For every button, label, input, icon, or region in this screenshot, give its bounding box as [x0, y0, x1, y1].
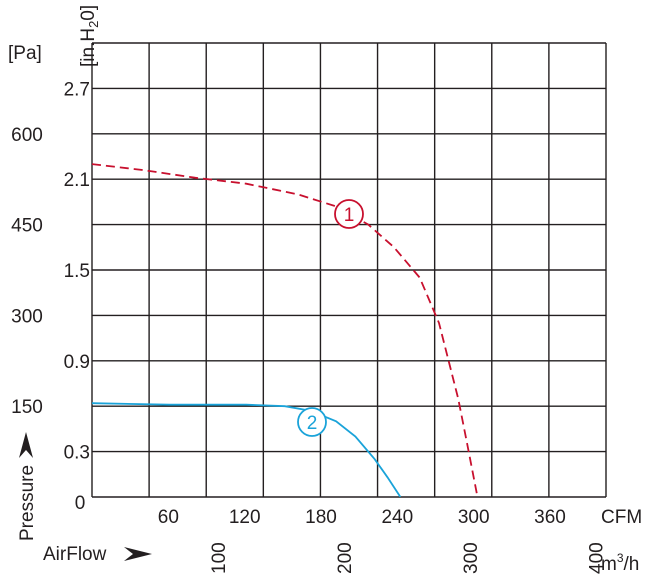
x-cfm-tick-label: 60 [158, 507, 179, 528]
curve-1-line [92, 163, 479, 497]
x-m3h-tick-label: 100 [209, 542, 230, 574]
curve-1-marker-circle [334, 199, 364, 229]
x-axis-arrow-icon [124, 547, 152, 561]
y-inh2o-tick-label: 2.1 [64, 170, 90, 191]
x-cfm-tick-label: 120 [229, 507, 261, 528]
x-cfm-ticks: 60 120 180 240 300 360 [158, 507, 566, 528]
y-pa-tick-label: 450 [11, 216, 43, 237]
x-m3h-tick-label: 400 [587, 542, 608, 574]
m3h-unit-end: /h [624, 554, 640, 575]
y-pa-tick-label: 150 [11, 397, 43, 418]
curve-2-marker-circle [297, 407, 327, 437]
curve-2-marker: 2 [297, 407, 327, 437]
x-m3h-ticks: 100200300400500600 [209, 542, 608, 574]
x-cfm-tick-label: 360 [534, 507, 566, 528]
zero-label: 0 [75, 493, 86, 514]
inh2o-unit-end: 0] [78, 5, 99, 21]
y-axis-arrow-icon [19, 432, 33, 458]
x-cfm-tick-label: 240 [381, 507, 413, 528]
x-m3h-tick-label: 300 [461, 542, 482, 574]
y-pa-tick-label: 300 [11, 306, 43, 327]
pa-unit-label: [Pa] [8, 43, 42, 64]
curve-2-label: 2 [307, 413, 318, 434]
cfm-unit-label: CFM [601, 507, 642, 528]
y-pa-tick-label: 600 [11, 125, 43, 146]
y-inh2o-tick-label: 1.5 [64, 261, 90, 282]
curve-1-marker: 1 [334, 199, 364, 229]
inh2o-unit-text: [in.H [78, 28, 99, 67]
m3h-unit-text: m [601, 554, 617, 575]
y-inh2o-tick-label: 2.7 [64, 79, 90, 100]
y-pa-ticks: 150 300 450 600 [11, 125, 43, 418]
x-axis-label: AirFlow [43, 544, 107, 565]
x-cfm-tick-label: 300 [458, 507, 490, 528]
x-m3h-tick-label: 200 [335, 542, 356, 574]
y-inh2o-ticks: 0.3 0.9 1.5 2.1 2.7 [64, 79, 90, 463]
plot-grid [91, 42, 607, 498]
x-cfm-tick-label: 180 [305, 507, 337, 528]
inh2o-unit-sub: 2 [86, 21, 101, 28]
y-inh2o-tick-label: 0.9 [64, 352, 90, 373]
curve-1-label: 1 [344, 205, 355, 226]
y-axis-label: Pressure [17, 465, 38, 541]
m3h-unit-label: m3/h [601, 551, 639, 575]
y-inh2o-tick-label: 0.3 [64, 443, 90, 464]
m3h-unit-sup: 3 [617, 551, 624, 565]
inh2o-unit-label: [in.H20] [78, 5, 101, 67]
